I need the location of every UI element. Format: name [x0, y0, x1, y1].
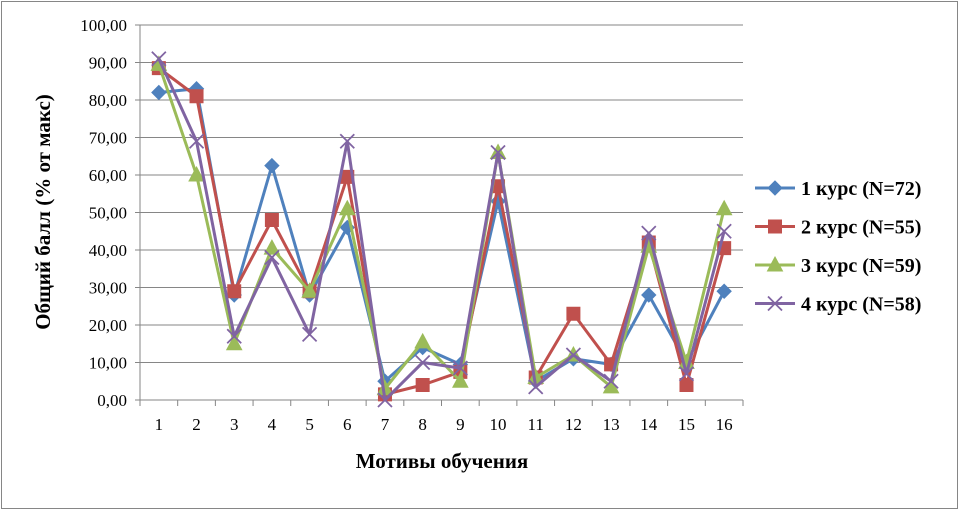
data-point: [528, 379, 544, 395]
x-tick-label: 12: [565, 415, 582, 434]
data-point: [263, 239, 281, 255]
y-tick-label: 100,00: [80, 16, 127, 35]
series-line: [157, 58, 726, 402]
data-point: [301, 326, 318, 343]
y-tick-label: 80,00: [89, 91, 127, 110]
data-point: [338, 199, 356, 216]
data-point: [264, 157, 280, 174]
data-point: [339, 133, 355, 149]
data-point: [452, 360, 468, 376]
x-tick-label: 1: [155, 415, 164, 434]
data-point: [415, 378, 430, 392]
y-tick-label: 60,00: [89, 166, 127, 185]
data-point: [678, 366, 695, 382]
data-point: [603, 373, 619, 389]
y-tick-labels: 0,00 10,00 20,00 30,00 40,00 50,00 60,00 70,00 8…: [80, 16, 140, 410]
data-point: [565, 347, 582, 363]
x-tick-labels: 1 2 3 4 5 6 7 8 9 10 11 12 13 14 15 16: [139, 400, 744, 434]
series-line: [157, 63, 726, 391]
x-tick-label: 2: [192, 415, 201, 434]
y-tick-label: 10,00: [89, 354, 127, 373]
data-point: [490, 144, 506, 161]
data-point: [264, 213, 279, 227]
legend-marker: [767, 180, 783, 196]
series-4: [151, 51, 732, 408]
series-line: [158, 87, 726, 383]
y-tick-label: 90,00: [89, 54, 127, 73]
data-point: [226, 328, 242, 344]
legend-label: 4 курс (N=58): [801, 294, 921, 316]
data-point: [452, 372, 469, 388]
series-1: [151, 81, 732, 389]
x-tick-label: 14: [640, 415, 658, 434]
legend-item: 3 курс (N=59): [755, 255, 921, 277]
data-point: [641, 225, 657, 241]
data-point: [227, 284, 242, 299]
axes: [139, 25, 743, 401]
legend-marker: [766, 255, 784, 272]
data-point: [301, 282, 318, 298]
y-axis-title: Общий балл (% от макс): [31, 94, 55, 330]
x-tick-label: 13: [603, 415, 620, 434]
y-tick-label: 50,00: [89, 204, 127, 223]
data-point: [377, 392, 393, 408]
data-point: [188, 133, 205, 149]
y-tick-label: 40,00: [89, 241, 127, 260]
x-tick-label: 6: [343, 415, 352, 434]
data-point: [679, 378, 694, 392]
data-point: [641, 287, 657, 303]
legend-item: 2 курс (N=55): [755, 217, 921, 239]
x-tick-label: 5: [305, 415, 314, 434]
legend-marker: [767, 295, 783, 312]
data-point: [716, 223, 732, 239]
data-point: [414, 332, 431, 349]
y-tick-label: 30,00: [89, 279, 127, 298]
x-tick-label: 4: [268, 415, 277, 434]
data-point: [189, 89, 204, 104]
y-tick-label: 0,00: [97, 391, 127, 410]
data-point: [566, 306, 581, 321]
data-point: [264, 249, 280, 266]
legend: 1 курс (N=72) 2 курс (N=55) 3 курс (N=59) 4…: [755, 178, 921, 316]
x-tick-label: 3: [230, 415, 239, 434]
legend-item: 4 курс (N=58): [755, 294, 921, 316]
data-point: [716, 283, 732, 299]
data-point: [188, 165, 205, 182]
legend-label: 3 курс (N=59): [801, 255, 921, 277]
x-axis-title: Мотивы обучения: [356, 449, 529, 473]
x-tick-label: 15: [678, 415, 695, 434]
y-tick-label: 70,00: [89, 129, 127, 148]
data-point: [151, 84, 167, 101]
legend-label: 2 курс (N=55): [801, 217, 921, 239]
legend-label: 1 курс (N=72): [801, 178, 921, 200]
x-tick-label: 10: [490, 415, 507, 434]
legend-item: 1 курс (N=72): [755, 178, 921, 200]
x-tick-label: 9: [456, 415, 465, 434]
series-3: [150, 55, 733, 396]
data-point: [715, 199, 733, 216]
x-tick-label: 7: [381, 415, 390, 434]
x-tick-label: 8: [418, 415, 427, 434]
series-line: [157, 66, 726, 396]
legend-marker: [768, 219, 782, 234]
x-tick-label: 11: [528, 415, 544, 434]
series-group: [150, 51, 733, 408]
data-point: [151, 51, 167, 67]
data-point: [225, 334, 243, 351]
y-tick-label: 20,00: [89, 316, 127, 335]
data-point: [415, 354, 431, 371]
x-tick-label: 16: [716, 415, 733, 434]
